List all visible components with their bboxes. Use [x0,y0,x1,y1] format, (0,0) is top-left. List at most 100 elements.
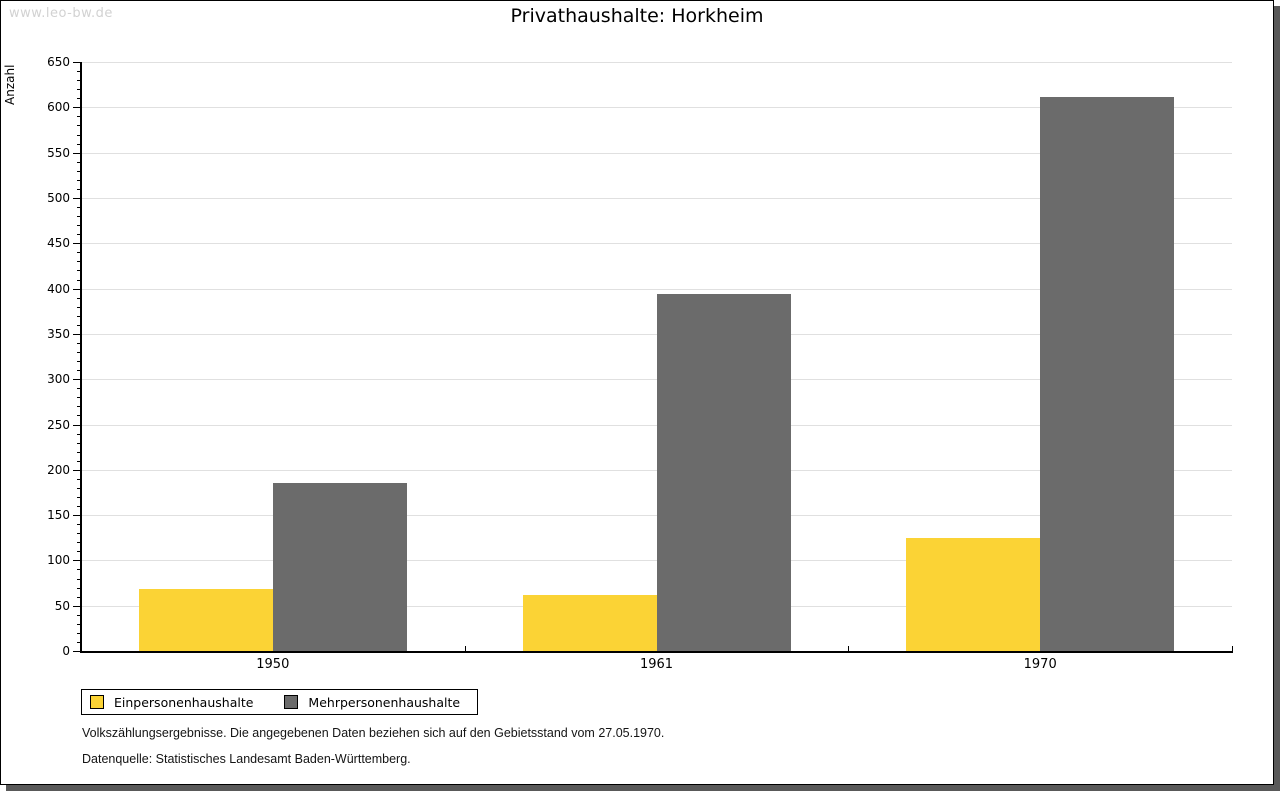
legend-swatch-einpersonenhaushalte [90,695,104,709]
y-minor-tick [77,234,81,236]
y-minor-tick [77,125,81,127]
y-minor-tick [77,478,81,480]
y-minor-tick [77,370,81,372]
y-tick-label: 400 [47,281,70,296]
bar-mehrpersonenhaushalte-1950 [272,483,407,651]
y-major-tick [73,469,81,471]
y-tick-label: 450 [47,236,70,251]
bar-einpersonenhaushalte-1950 [138,588,273,651]
bar-mehrpersonenhaushalte-1961 [656,294,791,651]
x-tick-label: 1961 [639,657,674,672]
y-major-tick [73,333,81,335]
y-gridline [81,152,1232,154]
y-minor-tick [77,179,81,181]
x-tick-label: 1970 [1023,657,1057,672]
y-tick-label: 650 [47,55,70,69]
y-tick-label: 0 [62,644,70,658]
y-major-tick [73,424,81,426]
legend-swatch-mehrpersonenhaushalte [284,695,299,709]
y-minor-tick [77,261,81,263]
x-boundary-tick [464,646,466,651]
y-major-tick [73,152,81,154]
y-major-tick [73,605,81,607]
y-minor-tick [77,406,81,408]
y-minor-tick [77,569,81,571]
y-minor-tick [77,116,81,118]
y-minor-tick [77,623,81,625]
y-gridline [81,197,1232,199]
y-minor-tick [77,170,81,172]
y-tick-label: 500 [47,190,70,205]
y-minor-tick [77,279,81,281]
y-major-tick [73,515,81,517]
y-minor-tick [77,324,81,326]
y-minor-tick [77,98,81,100]
y-minor-tick [77,614,81,616]
y-minor-tick [77,506,81,507]
y-minor-tick [77,361,81,362]
y-major-tick [73,243,81,245]
y-minor-tick [77,551,81,553]
y-gridline [81,288,1232,290]
x-axis-line [80,651,1233,653]
y-tick-label: 200 [47,462,70,477]
y-minor-tick [77,578,81,580]
y-minor-tick [77,225,81,227]
y-minor-tick [77,80,81,82]
y-minor-tick [77,188,81,190]
y-tick-label: 550 [47,145,70,160]
y-minor-tick [77,596,81,598]
x-boundary-tick [1232,646,1233,651]
y-minor-tick [77,641,81,643]
y-minor-tick [77,460,81,462]
y-minor-tick [77,306,81,308]
y-minor-tick [77,71,81,73]
y-tick-label: 350 [47,326,70,341]
y-tick-label: 600 [47,100,70,115]
y-minor-tick [77,451,81,453]
y-major-tick [73,107,81,109]
y-gridline [81,243,1232,245]
y-minor-tick [77,533,81,535]
y-minor-tick [77,487,81,489]
y-minor-tick [77,216,81,217]
y-axis-line [80,62,82,653]
y-major-tick [73,379,81,381]
y-tick-label: 300 [47,372,70,387]
y-minor-tick [77,415,81,417]
y-minor-tick [77,161,81,163]
footnote-data-source: Datenquelle: Statistisches Landesamt Bad… [82,752,411,766]
y-gridline [81,107,1232,109]
y-minor-tick [77,252,81,254]
legend-label-mehrpersonenhaushalte: Mehrpersonenhaushalte [308,694,461,710]
y-minor-tick [77,143,81,145]
y-minor-tick [77,297,81,299]
y-major-tick [73,288,81,290]
y-minor-tick [77,587,81,589]
watermark-url: www.leo-bw.de [9,6,113,21]
y-minor-tick [77,207,81,208]
y-tick-label: 100 [47,553,70,568]
y-minor-tick [77,89,81,91]
bar-einpersonenhaushalte-1970 [906,537,1041,651]
y-minor-tick [77,442,81,444]
y-minor-tick [77,497,81,498]
y-minor-tick [77,433,81,435]
footnote-census-note: Volkszählungsergebnisse. Die angegebenen… [82,726,665,740]
y-minor-tick [77,134,81,136]
legend-label-einpersonenhaushalte: Einpersonenhaushalte [114,694,254,710]
y-minor-tick [77,524,81,526]
x-boundary-tick [848,646,850,651]
bar-einpersonenhaushalte-1961 [522,594,657,651]
y-major-tick [73,62,81,63]
chart-title: Privathaushalte: Horkheim [510,5,764,27]
y-gridline [81,62,1232,63]
y-minor-tick [77,632,81,634]
y-major-tick [73,560,81,562]
y-major-tick [73,197,81,199]
bar-mehrpersonenhaushalte-1970 [1040,97,1175,651]
chart-legend: Einpersonenhaushalte Mehrpersonenhaushal… [81,689,478,715]
y-minor-tick [77,352,81,353]
